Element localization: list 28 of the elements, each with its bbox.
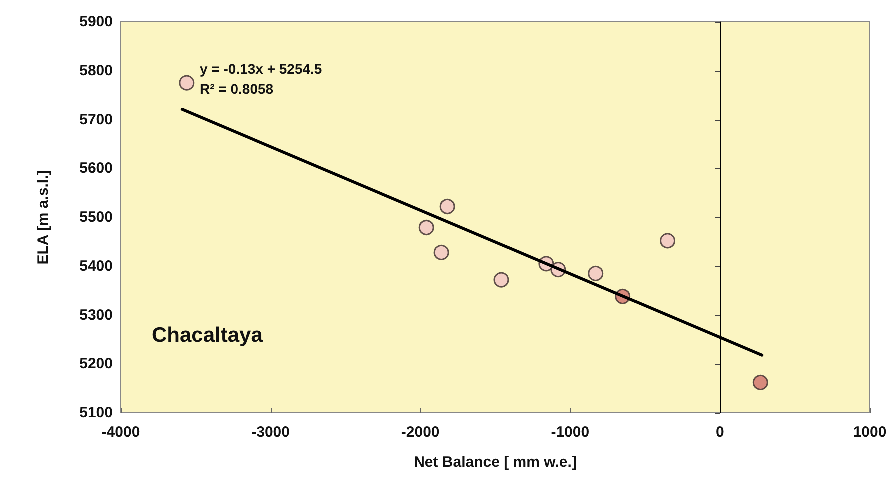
y-tick-label: 5300 [80,306,113,324]
y-axis-title: ELA [m a.s.l.] [35,170,52,265]
point [752,374,768,390]
point [179,75,195,91]
x-tick-label: 1000 [853,424,887,441]
point [434,244,450,260]
y-tick-label: 5100 [80,404,113,422]
x-axis-title: Net Balance [ mm w.e.] [414,454,577,471]
x-tick-label: 0 [716,424,724,441]
y-tick-label: 5900 [80,14,113,30]
y-tick-label: 5700 [80,111,113,128]
point [660,233,676,249]
x-tick-label: -2000 [401,424,440,441]
point [418,220,434,236]
x-tick-label: -4000 [102,424,140,441]
x-tick-label: -3000 [252,424,290,441]
point [494,272,510,288]
point [440,199,456,214]
y-tick-label: 5500 [80,209,113,226]
annotation: y = -0.13x + 5254.5 [200,61,322,77]
x-tick-label: -1000 [551,424,590,441]
y-tick-label: 5400 [80,258,113,275]
annotation: R² = 0.8058 [200,81,274,97]
annotation: Chacaltaya [152,324,264,347]
point [588,266,604,282]
y-tick-label: 5200 [80,356,113,373]
y-tick-label: 5800 [80,62,113,80]
y-tick-label: 5600 [80,160,113,178]
